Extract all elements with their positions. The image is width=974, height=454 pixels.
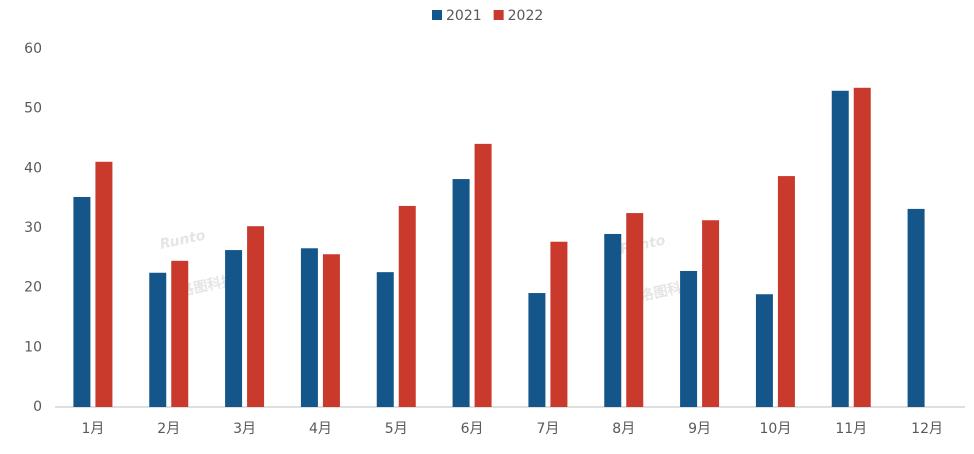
bar xyxy=(149,272,167,407)
bar xyxy=(777,176,795,407)
x-tick-label: 5月 xyxy=(385,421,408,437)
bar xyxy=(398,205,416,407)
bar xyxy=(550,241,568,407)
y-tick-label: 10 xyxy=(24,339,42,355)
x-tick-label: 11月 xyxy=(835,421,867,437)
legend-label: 2021 xyxy=(446,8,482,24)
bar xyxy=(171,260,189,407)
y-tick-label: 30 xyxy=(24,220,42,236)
bar xyxy=(604,233,622,407)
x-tick-label: 8月 xyxy=(612,421,635,437)
bar xyxy=(626,213,644,407)
bar xyxy=(322,254,340,407)
x-tick-label: 1月 xyxy=(81,421,104,437)
y-tick-label: 60 xyxy=(24,41,42,57)
y-tick-label: 0 xyxy=(33,399,42,415)
legend-swatch xyxy=(432,10,442,20)
bar xyxy=(474,143,492,407)
legend-label: 2022 xyxy=(508,8,544,24)
y-tick-label: 50 xyxy=(24,101,42,117)
bar xyxy=(702,220,720,407)
watermark-brand: Runto xyxy=(158,227,207,252)
y-tick-label: 40 xyxy=(24,160,42,176)
x-tick-label: 2月 xyxy=(157,421,180,437)
bar xyxy=(528,293,546,407)
x-tick-label: 12月 xyxy=(911,421,943,437)
x-tick-label: 4月 xyxy=(309,421,332,437)
legend-swatch xyxy=(493,10,504,20)
bar xyxy=(755,294,773,407)
bar xyxy=(300,248,318,407)
y-tick-label: 20 xyxy=(24,280,42,296)
x-tick-label: 9月 xyxy=(688,421,711,437)
x-tick-label: 10月 xyxy=(760,421,792,437)
x-tick-label: 3月 xyxy=(233,421,256,437)
bar xyxy=(376,272,394,407)
bar xyxy=(907,208,925,407)
bar xyxy=(831,90,849,408)
bar xyxy=(680,270,698,407)
x-tick-label: 7月 xyxy=(536,421,559,437)
bar xyxy=(853,87,871,408)
bar xyxy=(247,226,265,407)
x-tick-label: 6月 xyxy=(461,421,484,437)
bar xyxy=(225,250,243,407)
bar xyxy=(73,196,91,407)
bar xyxy=(452,179,470,407)
bar xyxy=(95,161,113,407)
